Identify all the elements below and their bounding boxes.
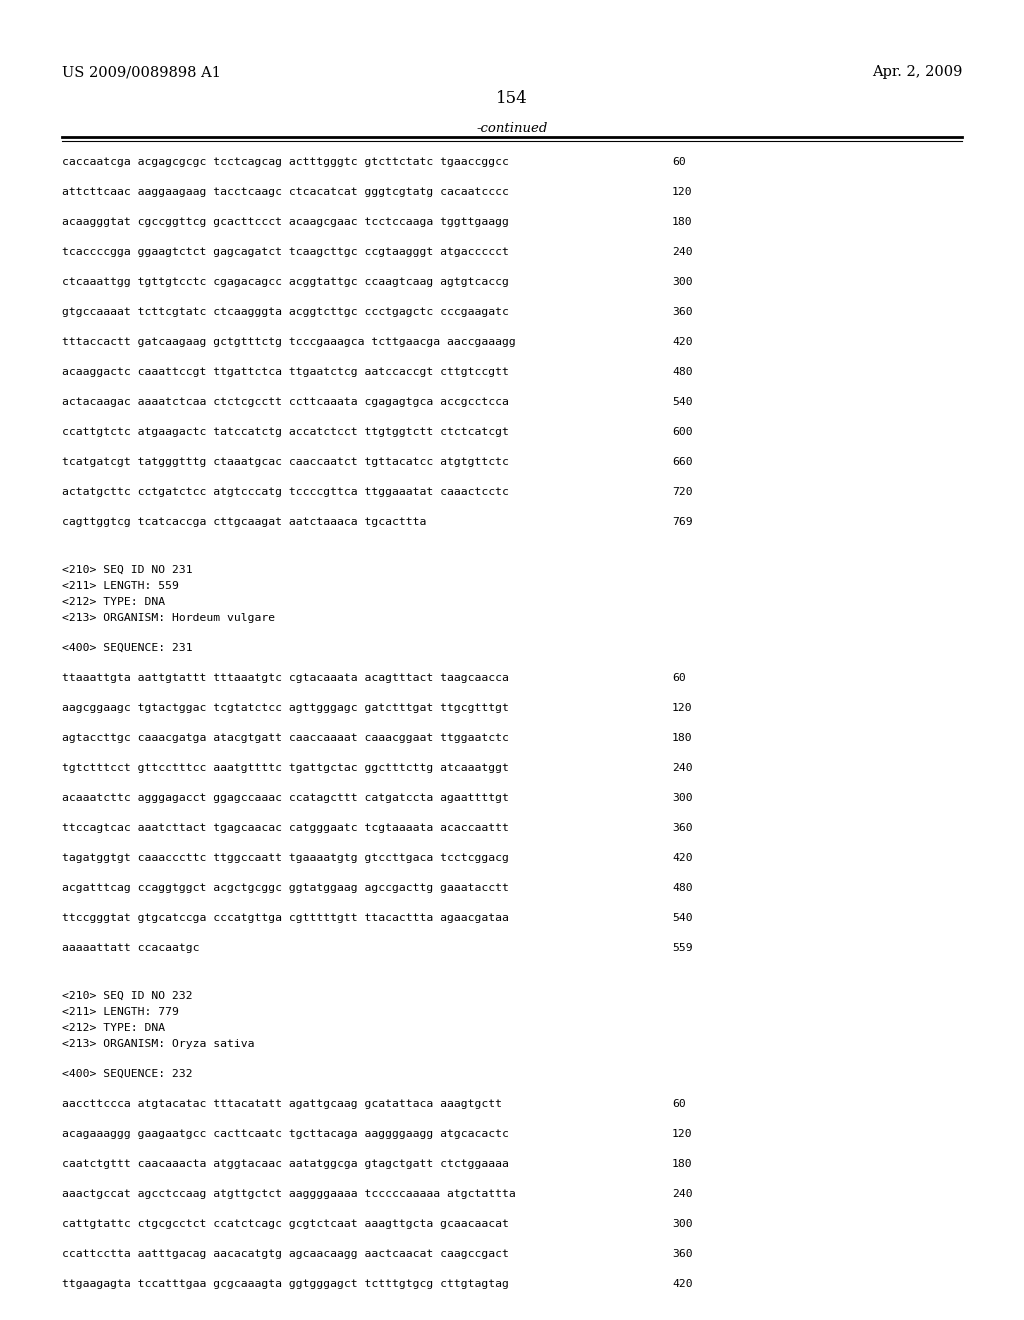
Text: ccattcctta aatttgacag aacacatgtg agcaacaagg aactcaacat caagccgact: ccattcctta aatttgacag aacacatgtg agcaaca… [62,1249,509,1259]
Text: tcaccccgga ggaagtctct gagcagatct tcaagcttgc ccgtaagggt atgaccccct: tcaccccgga ggaagtctct gagcagatct tcaagct… [62,247,509,257]
Text: Apr. 2, 2009: Apr. 2, 2009 [871,65,962,79]
Text: aagcggaagc tgtactggac tcgtatctcc agttgggagc gatctttgat ttgcgtttgt: aagcggaagc tgtactggac tcgtatctcc agttggg… [62,704,509,713]
Text: 480: 480 [672,883,692,894]
Text: 720: 720 [672,487,692,498]
Text: 180: 180 [672,216,692,227]
Text: ttaaattgta aattgtattt tttaaatgtc cgtacaaata acagtttact taagcaacca: ttaaattgta aattgtattt tttaaatgtc cgtacaa… [62,673,509,682]
Text: <211> LENGTH: 779: <211> LENGTH: 779 [62,1007,179,1016]
Text: cattgtattc ctgcgcctct ccatctcagc gcgtctcaat aaagttgcta gcaacaacat: cattgtattc ctgcgcctct ccatctcagc gcgtctc… [62,1218,509,1229]
Text: 540: 540 [672,397,692,407]
Text: <213> ORGANISM: Hordeum vulgare: <213> ORGANISM: Hordeum vulgare [62,612,275,623]
Text: caatctgttt caacaaacta atggtacaac aatatggcga gtagctgatt ctctggaaaa: caatctgttt caacaaacta atggtacaac aatatgg… [62,1159,509,1170]
Text: ttgaagagta tccatttgaa gcgcaaagta ggtgggagct tctttgtgcg cttgtagtag: ttgaagagta tccatttgaa gcgcaaagta ggtggga… [62,1279,509,1290]
Text: agtaccttgc caaacgatga atacgtgatt caaccaaaat caaacggaat ttggaatctc: agtaccttgc caaacgatga atacgtgatt caaccaa… [62,733,509,743]
Text: <213> ORGANISM: Oryza sativa: <213> ORGANISM: Oryza sativa [62,1039,255,1049]
Text: <210> SEQ ID NO 231: <210> SEQ ID NO 231 [62,565,193,576]
Text: <212> TYPE: DNA: <212> TYPE: DNA [62,597,165,607]
Text: 480: 480 [672,367,692,378]
Text: attcttcaac aaggaagaag tacctcaagc ctcacatcat gggtcgtatg cacaatcccc: attcttcaac aaggaagaag tacctcaagc ctcacat… [62,187,509,197]
Text: <400> SEQUENCE: 231: <400> SEQUENCE: 231 [62,643,193,653]
Text: 240: 240 [672,763,692,774]
Text: <211> LENGTH: 559: <211> LENGTH: 559 [62,581,179,591]
Text: 420: 420 [672,337,692,347]
Text: ttccgggtat gtgcatccga cccatgttga cgtttttgtt ttacacttta agaacgataa: ttccgggtat gtgcatccga cccatgttga cgttttt… [62,913,509,923]
Text: ttccagtcac aaatcttact tgagcaacac catgggaatc tcgtaaaata acaccaattt: ttccagtcac aaatcttact tgagcaacac catggga… [62,822,509,833]
Text: acaaatcttc agggagacct ggagccaaac ccatagcttt catgatccta agaattttgt: acaaatcttc agggagacct ggagccaaac ccatagc… [62,793,509,803]
Text: <400> SEQUENCE: 232: <400> SEQUENCE: 232 [62,1069,193,1078]
Text: 600: 600 [672,426,692,437]
Text: aaactgccat agcctccaag atgttgctct aaggggaaaa tcccccaaaaa atgctattta: aaactgccat agcctccaag atgttgctct aagggga… [62,1189,516,1199]
Text: 420: 420 [672,853,692,863]
Text: 120: 120 [672,704,692,713]
Text: acaaggactc caaattccgt ttgattctca ttgaatctcg aatccaccgt cttgtccgtt: acaaggactc caaattccgt ttgattctca ttgaatc… [62,367,509,378]
Text: aaaaattatt ccacaatgc: aaaaattatt ccacaatgc [62,942,200,953]
Text: 180: 180 [672,1159,692,1170]
Text: 360: 360 [672,822,692,833]
Text: 360: 360 [672,1249,692,1259]
Text: 240: 240 [672,1189,692,1199]
Text: ctcaaattgg tgttgtcctc cgagacagcc acggtattgc ccaagtcaag agtgtcaccg: ctcaaattgg tgttgtcctc cgagacagcc acggtat… [62,277,509,286]
Text: aaccttccca atgtacatac tttacatatt agattgcaag gcatattaca aaagtgctt: aaccttccca atgtacatac tttacatatt agattgc… [62,1100,502,1109]
Text: tcatgatcgt tatgggtttg ctaaatgcac caaccaatct tgttacatcc atgtgttctc: tcatgatcgt tatgggtttg ctaaatgcac caaccaa… [62,457,509,467]
Text: 300: 300 [672,277,692,286]
Text: acgatttcag ccaggtggct acgctgcggc ggtatggaag agccgacttg gaaatacctt: acgatttcag ccaggtggct acgctgcggc ggtatgg… [62,883,509,894]
Text: US 2009/0089898 A1: US 2009/0089898 A1 [62,65,221,79]
Text: tttaccactt gatcaagaag gctgtttctg tcccgaaagca tcttgaacga aaccgaaagg: tttaccactt gatcaagaag gctgtttctg tcccgaa… [62,337,516,347]
Text: 60: 60 [672,157,686,168]
Text: tagatggtgt caaacccttc ttggccaatt tgaaaatgtg gtccttgaca tcctcggacg: tagatggtgt caaacccttc ttggccaatt tgaaaat… [62,853,509,863]
Text: acaagggtat cgccggttcg gcacttccct acaagcgaac tcctccaaga tggttgaagg: acaagggtat cgccggttcg gcacttccct acaagcg… [62,216,509,227]
Text: 154: 154 [496,90,528,107]
Text: acagaaaggg gaagaatgcc cacttcaatc tgcttacaga aaggggaagg atgcacactc: acagaaaggg gaagaatgcc cacttcaatc tgcttac… [62,1129,509,1139]
Text: actatgcttc cctgatctcc atgtcccatg tccccgttca ttggaaatat caaactcctc: actatgcttc cctgatctcc atgtcccatg tccccgt… [62,487,509,498]
Text: 300: 300 [672,1218,692,1229]
Text: 180: 180 [672,733,692,743]
Text: 120: 120 [672,1129,692,1139]
Text: gtgccaaaat tcttcgtatc ctcaagggta acggtcttgc ccctgagctc cccgaagatc: gtgccaaaat tcttcgtatc ctcaagggta acggtct… [62,308,509,317]
Text: 660: 660 [672,457,692,467]
Text: 420: 420 [672,1279,692,1290]
Text: 60: 60 [672,1100,686,1109]
Text: 240: 240 [672,247,692,257]
Text: ccattgtctc atgaagactc tatccatctg accatctcct ttgtggtctt ctctcatcgt: ccattgtctc atgaagactc tatccatctg accatct… [62,426,509,437]
Text: tgtctttcct gttcctttcc aaatgttttc tgattgctac ggctttcttg atcaaatggt: tgtctttcct gttcctttcc aaatgttttc tgattgc… [62,763,509,774]
Text: cagttggtcg tcatcaccga cttgcaagat aatctaaaca tgcacttta: cagttggtcg tcatcaccga cttgcaagat aatctaa… [62,517,426,527]
Text: 540: 540 [672,913,692,923]
Text: 559: 559 [672,942,692,953]
Text: 300: 300 [672,793,692,803]
Text: caccaatcga acgagcgcgc tcctcagcag actttgggtc gtcttctatc tgaaccggcc: caccaatcga acgagcgcgc tcctcagcag actttgg… [62,157,509,168]
Text: 769: 769 [672,517,692,527]
Text: <210> SEQ ID NO 232: <210> SEQ ID NO 232 [62,991,193,1001]
Text: <212> TYPE: DNA: <212> TYPE: DNA [62,1023,165,1034]
Text: actacaagac aaaatctcaa ctctcgcctt ccttcaaata cgagagtgca accgcctcca: actacaagac aaaatctcaa ctctcgcctt ccttcaa… [62,397,509,407]
Text: 60: 60 [672,673,686,682]
Text: 120: 120 [672,187,692,197]
Text: 360: 360 [672,308,692,317]
Text: -continued: -continued [476,121,548,135]
